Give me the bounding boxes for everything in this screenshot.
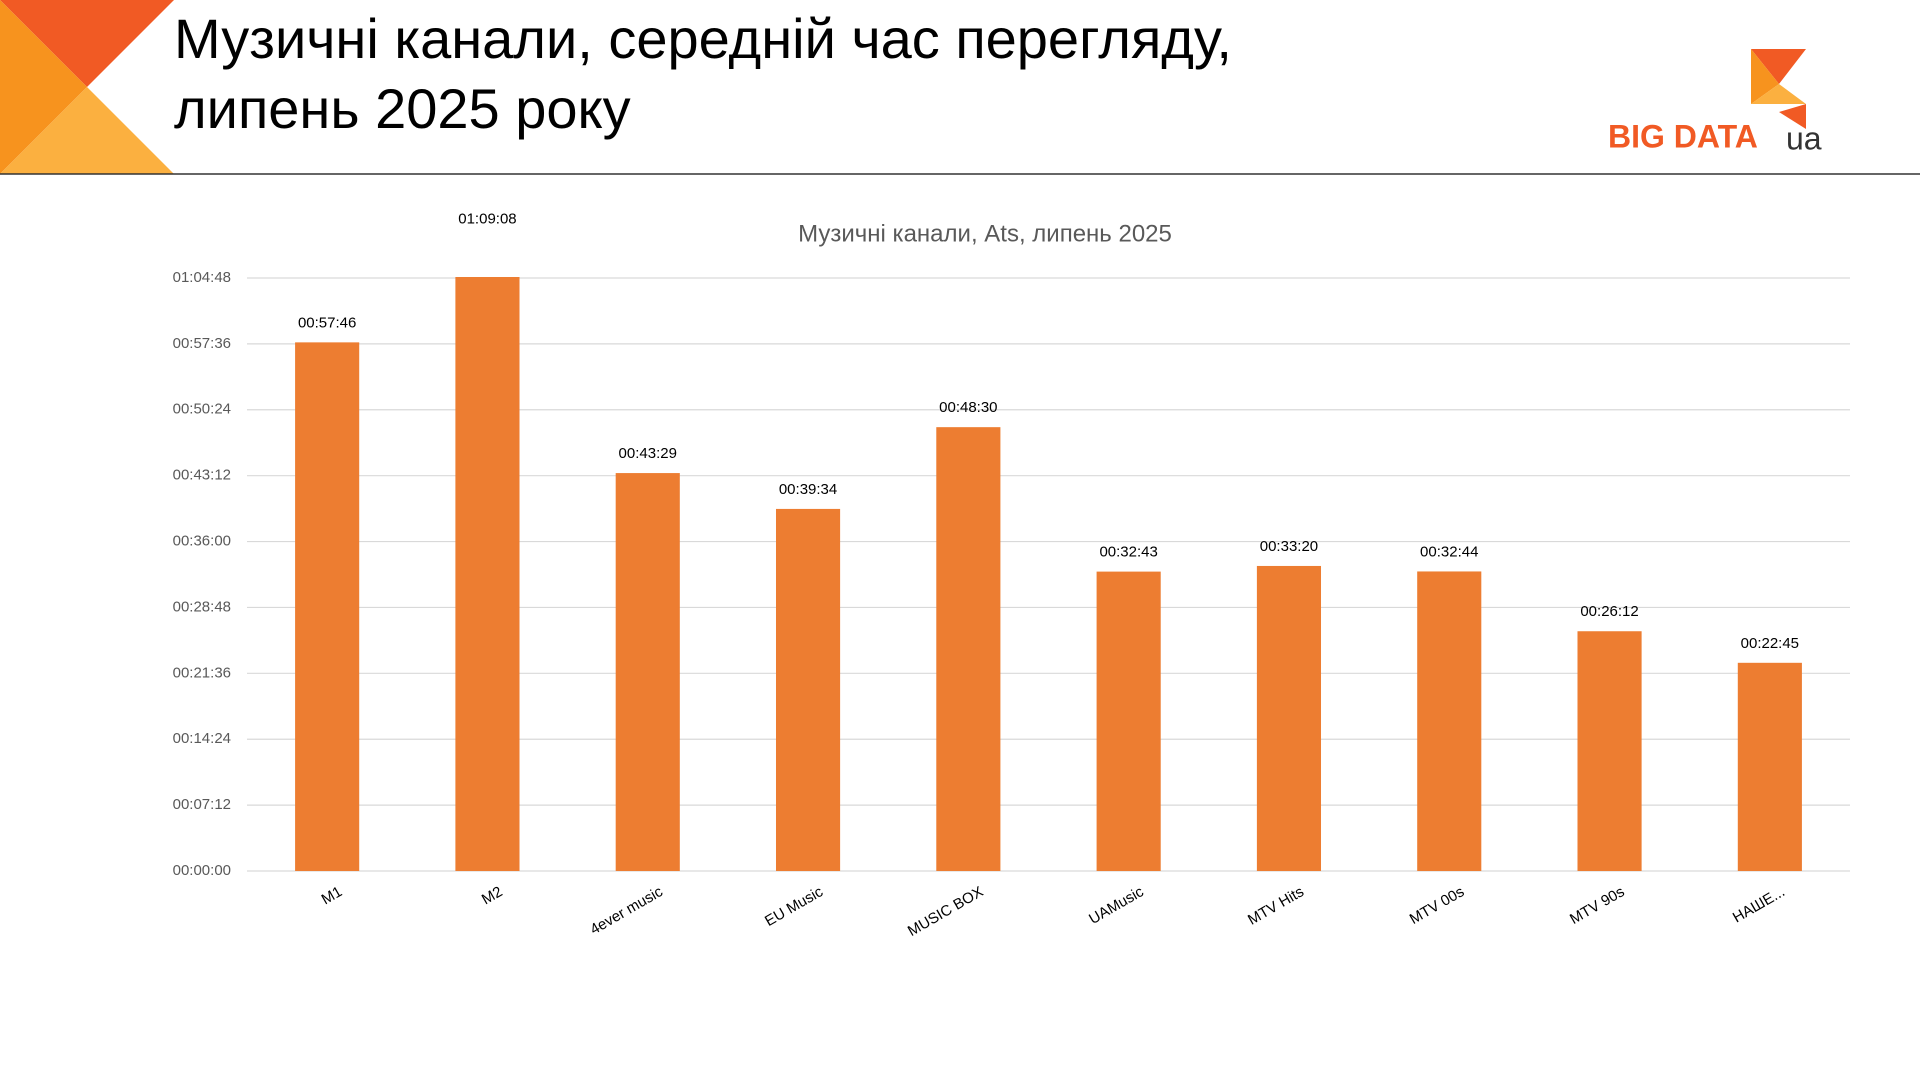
bar bbox=[1737, 662, 1802, 871]
x-tick-label: MTV 90s bbox=[1567, 883, 1627, 928]
data-label: 00:32:43 bbox=[1099, 544, 1157, 561]
x-tick-label: НАШЕ... bbox=[1730, 883, 1788, 926]
y-tick-label: 00:57:36 bbox=[173, 335, 231, 352]
bar bbox=[1417, 571, 1482, 871]
data-label: 00:57:46 bbox=[298, 314, 356, 331]
y-tick-label: 00:21:36 bbox=[173, 664, 231, 681]
x-tick-label: EU Music bbox=[762, 883, 827, 930]
y-tick-label: 00:36:00 bbox=[173, 533, 231, 550]
data-label: 00:22:45 bbox=[1741, 635, 1799, 652]
bar bbox=[936, 427, 1001, 871]
bar bbox=[1577, 631, 1642, 871]
plot-area bbox=[295, 277, 1802, 872]
bar bbox=[775, 508, 841, 871]
data-label: 01:09:08 bbox=[458, 210, 516, 227]
x-tick-label: MTV Hits bbox=[1245, 883, 1307, 929]
bar bbox=[1256, 565, 1322, 871]
bar bbox=[615, 473, 680, 871]
bar bbox=[295, 342, 360, 872]
data-label: 00:39:34 bbox=[779, 481, 837, 498]
y-tick-label: 00:07:12 bbox=[173, 796, 231, 813]
x-tick-label: M2 bbox=[479, 883, 506, 908]
logo-text: BIG DATA bbox=[1608, 118, 1758, 154]
data-label: 00:43:29 bbox=[619, 445, 677, 462]
x-tick-label: MUSIC BOX bbox=[905, 883, 986, 940]
logo-suffix: ua bbox=[1786, 120, 1822, 156]
y-tick-label: 00:43:12 bbox=[173, 467, 231, 484]
data-label: 00:33:20 bbox=[1260, 538, 1318, 555]
data-label: 00:26:12 bbox=[1580, 603, 1638, 620]
data-label: 00:48:30 bbox=[939, 399, 997, 416]
x-tick-label: UAMusic bbox=[1086, 883, 1147, 928]
x-tick-label: 4ever music bbox=[587, 883, 666, 938]
x-tick-label: M1 bbox=[319, 883, 346, 908]
bar bbox=[1096, 571, 1161, 871]
chart-title: Музичні канали, Ats, липень 2025 bbox=[798, 220, 1172, 247]
logo-icon bbox=[1751, 49, 1806, 129]
y-tick-label: 00:50:24 bbox=[173, 401, 231, 418]
y-tick-label: 00:28:48 bbox=[173, 598, 231, 615]
corner-decoration bbox=[0, 0, 174, 174]
slide-title: липень 2025 року bbox=[174, 77, 631, 140]
data-label: 00:32:44 bbox=[1420, 543, 1478, 560]
y-tick-label: 00:14:24 bbox=[173, 730, 231, 747]
slide-title: Музичні канали, середній час перегляду, bbox=[174, 7, 1232, 70]
y-tick-label: 00:00:00 bbox=[173, 862, 231, 879]
bar bbox=[455, 277, 520, 871]
y-tick-label: 01:04:48 bbox=[173, 269, 231, 286]
x-tick-label: MTV 00s bbox=[1407, 883, 1467, 928]
